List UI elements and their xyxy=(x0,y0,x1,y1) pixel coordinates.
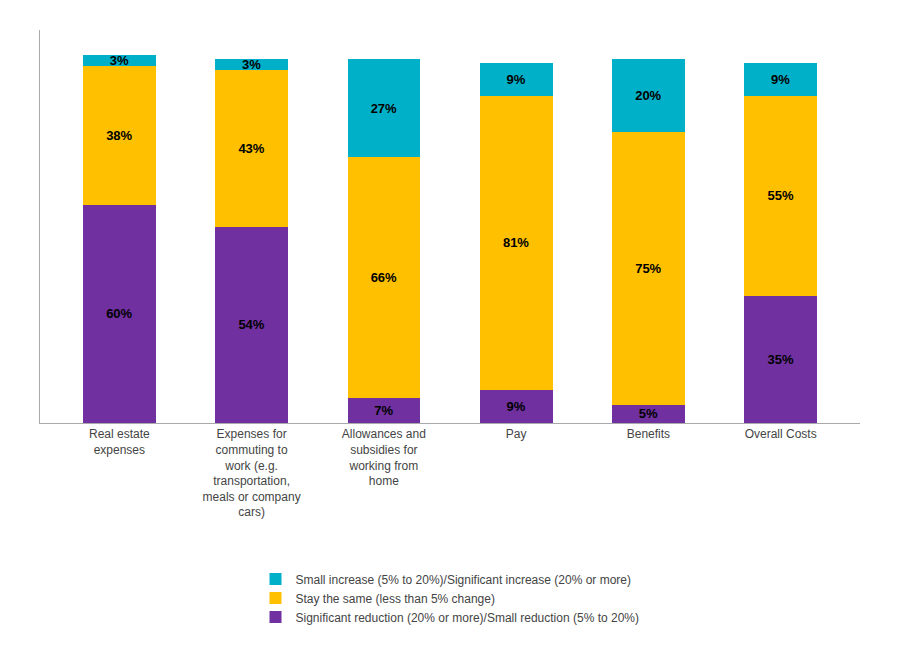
svg-text:20%: 20% xyxy=(635,88,661,103)
svg-text:81%: 81% xyxy=(503,235,529,250)
svg-text:Stay the same (less than 5% ch: Stay the same (less than 5% change) xyxy=(296,592,495,606)
svg-text:3%: 3% xyxy=(242,57,261,72)
svg-text:3%: 3% xyxy=(110,53,129,68)
svg-text:Small increase (5% to 20%)/Sig: Small increase (5% to 20%)/Significant i… xyxy=(296,573,631,587)
svg-text:Allowances andsubsidies forwor: Allowances andsubsidies forworking fromh… xyxy=(342,427,426,488)
svg-text:75%: 75% xyxy=(635,261,661,276)
svg-text:5%: 5% xyxy=(639,406,658,421)
svg-text:9%: 9% xyxy=(507,399,526,414)
svg-text:27%: 27% xyxy=(371,101,397,116)
svg-text:43%: 43% xyxy=(238,141,264,156)
svg-text:Expenses forcommuting towork (: Expenses forcommuting towork (e.g.transp… xyxy=(203,427,301,519)
svg-text:35%: 35% xyxy=(767,352,793,367)
svg-text:Overall Costs: Overall Costs xyxy=(745,427,817,441)
svg-text:66%: 66% xyxy=(371,270,397,285)
svg-text:7%: 7% xyxy=(374,403,393,418)
svg-text:54%: 54% xyxy=(238,317,264,332)
svg-text:60%: 60% xyxy=(106,306,132,321)
svg-text:9%: 9% xyxy=(507,72,526,87)
svg-text:Pay: Pay xyxy=(506,427,527,441)
svg-text:Real estateexpenses: Real estateexpenses xyxy=(89,427,150,457)
svg-text:38%: 38% xyxy=(106,128,132,143)
svg-text:55%: 55% xyxy=(767,188,793,203)
svg-text:Significant reduction (20% or: Significant reduction (20% or more)/Smal… xyxy=(296,611,640,625)
svg-text:Benefits: Benefits xyxy=(627,427,670,441)
svg-text:9%: 9% xyxy=(771,72,790,87)
